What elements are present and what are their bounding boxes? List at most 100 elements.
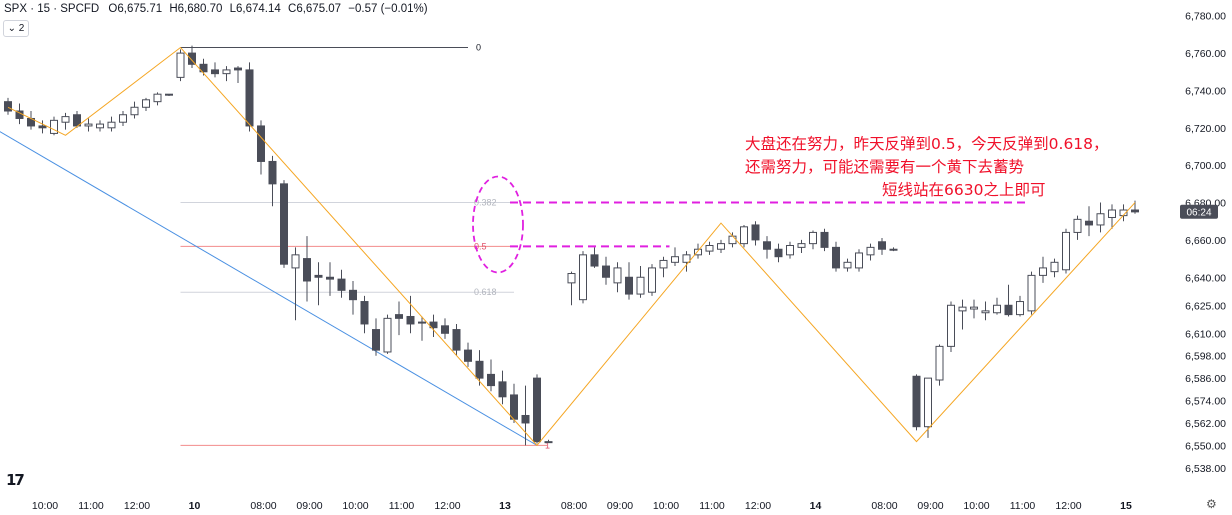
time-tick-label: 10:00 — [32, 500, 58, 512]
zigzag-polyline[interactable] — [7, 46, 1136, 447]
close-value: 6,675.07 — [296, 3, 342, 15]
annotation-line-2[interactable]: 还需努力，可能还需要有一个黄下去蓄势 — [745, 158, 1025, 176]
price-tick-label: 6,586.00 — [1185, 373, 1226, 385]
annotation-line-1[interactable]: 大盘还在努力，昨天反弹到0.5，今天反弹到0.618， — [745, 135, 1109, 153]
candle-body — [659, 259, 668, 269]
time-tick-label: 10 — [189, 500, 201, 512]
low-label: L — [229, 3, 237, 15]
low-value: 6,674.14 — [236, 3, 281, 15]
time-tick-label: 14 — [810, 500, 822, 512]
price-axis[interactable]: 6,780.00 6,760.00 6,740.00 6,720.00 6,700.00… — [1185, 11, 1226, 475]
fib-level-label: 0.382 — [474, 198, 497, 208]
candle-body — [1085, 220, 1093, 226]
fib-level-label: 0 — [476, 42, 481, 52]
high-label: H — [169, 3, 178, 15]
candle-body — [636, 276, 645, 295]
symbol-title[interactable]: SPX · 15 · SPCFD — [4, 3, 100, 15]
candle-body — [165, 93, 173, 96]
candle-body — [475, 360, 484, 379]
candle-body — [912, 375, 921, 428]
fib-level-label: 1 — [545, 440, 550, 450]
candle-body — [257, 125, 265, 162]
price-tick-label: 6,720.00 — [1185, 123, 1226, 135]
candle-body — [119, 114, 127, 123]
last-price-badge: 06:24 — [1180, 204, 1218, 219]
time-tick-label: 10:00 — [653, 500, 679, 512]
candle-body — [613, 267, 622, 284]
open-value: 6,675.71 — [117, 3, 163, 15]
price-tick-label: 6,740.00 — [1185, 85, 1226, 97]
time-axis[interactable]: 10:00 11:00 12:00 10 08:00 09:00 10:00 11:00 12:… — [32, 500, 1132, 512]
time-tick-label: 12:00 — [124, 500, 150, 512]
candle-body — [1050, 261, 1059, 273]
tradingview-logo-icon[interactable]: 17 — [6, 471, 25, 489]
candle-body — [740, 226, 748, 245]
candle-body — [337, 278, 346, 291]
candle-body — [176, 52, 185, 78]
candle-body — [96, 123, 104, 129]
candle-body — [360, 301, 369, 325]
gear-icon[interactable]: ⚙ — [1206, 497, 1217, 511]
close-label: C — [288, 3, 297, 15]
time-tick-label: 08:00 — [561, 500, 587, 512]
candle-body — [84, 123, 93, 127]
candle-body — [1039, 267, 1047, 276]
candle-body — [406, 315, 415, 325]
time-tick-label: 11:00 — [699, 500, 725, 512]
highlight-ellipse[interactable] — [472, 175, 524, 274]
dashed-level-lines[interactable] — [510, 201, 1029, 248]
candle-body — [1131, 209, 1139, 213]
price-tick-label: 6,610.00 — [1185, 328, 1226, 340]
candle-body — [349, 289, 357, 301]
candle-body — [935, 345, 944, 381]
candle-body — [142, 99, 150, 108]
candle-body — [763, 241, 771, 250]
time-tick-label: 09:00 — [296, 500, 322, 512]
candle-body — [452, 329, 461, 351]
candle-body — [395, 314, 403, 319]
price-badge-bg — [1180, 204, 1218, 219]
candle-body — [694, 248, 702, 256]
time-tick-label: 13 — [499, 500, 511, 512]
highlight-ellipse-shape[interactable] — [472, 175, 524, 274]
candle-body — [245, 69, 254, 127]
trendline[interactable] — [0, 130, 538, 446]
fibonacci-retracement[interactable]: 0 0.382 0.5 0.618 1 — [180, 42, 551, 450]
zigzag-line[interactable] — [7, 46, 1136, 447]
candle-body — [107, 121, 116, 129]
candle-body — [1027, 274, 1036, 312]
candle-body — [326, 276, 334, 280]
price-tick-label: 6,574.00 — [1185, 396, 1226, 408]
symbol-legend: SPX · 15 · SPCFD O6,675.71 H6,680.70 L6,… — [4, 3, 428, 15]
annotation-line-3[interactable]: 短线站在6630之上即可 — [882, 181, 1046, 199]
candle-body — [4, 101, 12, 112]
price-tick-label: 6,700.00 — [1185, 160, 1226, 172]
candle-body — [199, 63, 208, 73]
candle-body — [383, 317, 392, 353]
high-value: 6,680.70 — [177, 3, 223, 15]
collapse-indicators-button[interactable]: ⌄ 2 — [3, 20, 29, 37]
trendline-segment[interactable] — [0, 130, 538, 446]
candle-body — [303, 258, 311, 282]
fib-level-label: 0.618 — [474, 287, 497, 297]
open-label: O — [108, 3, 118, 15]
candle-body — [130, 106, 139, 116]
time-tick-label: 10:00 — [963, 500, 989, 512]
time-tick-label: 10:00 — [342, 500, 368, 512]
candle-body — [981, 310, 990, 314]
candle-body — [268, 160, 277, 185]
candle-body — [521, 414, 530, 424]
candle-body — [602, 265, 610, 278]
candle-body — [786, 245, 794, 256]
candle-body — [832, 246, 840, 269]
candle-body — [855, 252, 863, 269]
candle-body — [314, 274, 323, 278]
candle-body — [1096, 213, 1105, 226]
candle-body — [372, 329, 380, 351]
candle-body — [533, 377, 541, 443]
candle-body — [291, 254, 300, 269]
candle-body — [843, 261, 852, 269]
candle-body — [751, 224, 760, 241]
candle-body — [211, 69, 219, 75]
